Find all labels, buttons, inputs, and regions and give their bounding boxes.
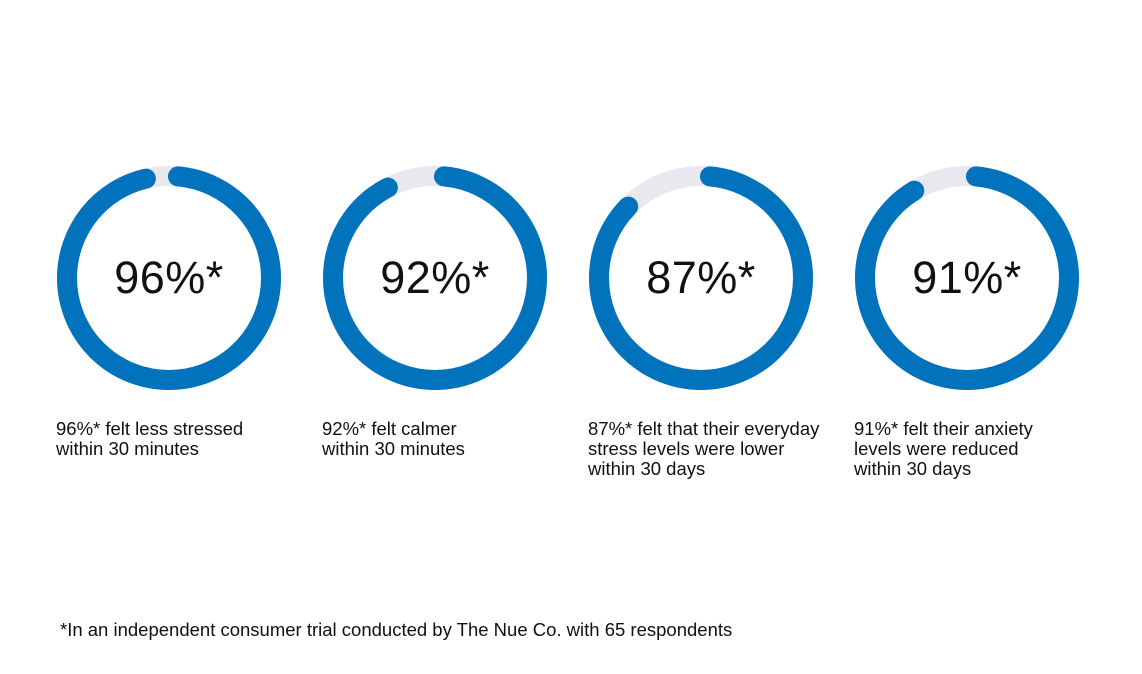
donut-ring: 92%* [322, 165, 548, 391]
ring-progress [323, 166, 547, 390]
donut-svg [57, 166, 281, 390]
donut-ring: 91%* [854, 165, 1080, 391]
ring-progress [589, 166, 813, 390]
donut-svg [323, 166, 547, 390]
footnote: *In an independent consumer trial conduc… [60, 619, 733, 640]
stat-caption: 92%* felt calmer within 30 minutes [322, 418, 465, 459]
ring-progress [57, 166, 281, 390]
donut-ring: 96%* [56, 165, 282, 391]
donut-svg [855, 166, 1079, 390]
ring-value-label: 87%* [646, 252, 756, 303]
stat-caption: 96%* felt less stressed within 30 minute… [56, 418, 244, 459]
ring-value-label: 92%* [380, 252, 490, 303]
stat-card-3: 87%* 87%* felt that their everyday stres… [588, 165, 828, 479]
stat-card-4: 91%* 91%* felt their anxiety levels were… [854, 165, 1094, 479]
donut-ring: 87%* [588, 165, 814, 391]
ring-value-label: 96%* [114, 252, 224, 303]
stat-card-2: 92%* 92%* felt calmer within 30 minutes [322, 165, 562, 459]
donut-svg [589, 166, 813, 390]
stat-card-1: 96%* 96%* felt less stressed within 30 m… [56, 165, 296, 459]
ring-value-label: 91%* [912, 252, 1022, 303]
stat-caption: 87%* felt that their everyday stress lev… [588, 418, 820, 479]
stat-caption: 91%* felt their anxiety levels were redu… [854, 418, 1033, 479]
ring-progress [855, 166, 1079, 390]
